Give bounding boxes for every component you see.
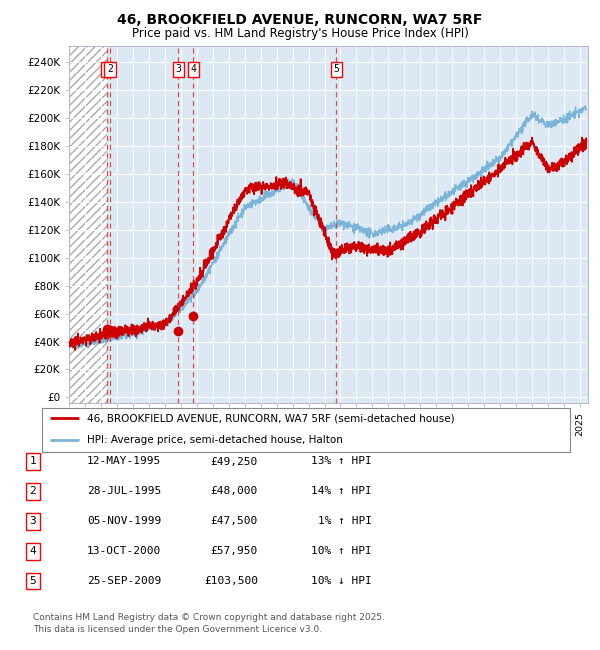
Text: 25-SEP-2009: 25-SEP-2009 [87, 576, 161, 586]
Text: £57,950: £57,950 [211, 546, 258, 556]
Text: Contains HM Land Registry data © Crown copyright and database right 2025.: Contains HM Land Registry data © Crown c… [33, 613, 385, 622]
Text: 4: 4 [190, 64, 196, 74]
Text: £49,250: £49,250 [211, 456, 258, 467]
Text: 5: 5 [333, 64, 339, 74]
Text: HPI: Average price, semi-detached house, Halton: HPI: Average price, semi-detached house,… [87, 436, 343, 445]
Text: 10% ↓ HPI: 10% ↓ HPI [311, 576, 372, 586]
Text: 14% ↑ HPI: 14% ↑ HPI [311, 486, 372, 497]
Text: 1% ↑ HPI: 1% ↑ HPI [318, 516, 372, 526]
Text: 1: 1 [29, 456, 37, 467]
Text: 10% ↑ HPI: 10% ↑ HPI [311, 546, 372, 556]
Text: 05-NOV-1999: 05-NOV-1999 [87, 516, 161, 526]
Text: 3: 3 [29, 516, 37, 526]
Text: 2: 2 [107, 64, 113, 74]
Text: 13-OCT-2000: 13-OCT-2000 [87, 546, 161, 556]
Text: Price paid vs. HM Land Registry's House Price Index (HPI): Price paid vs. HM Land Registry's House … [131, 27, 469, 40]
Text: 28-JUL-1995: 28-JUL-1995 [87, 486, 161, 497]
Text: 46, BROOKFIELD AVENUE, RUNCORN, WA7 5RF: 46, BROOKFIELD AVENUE, RUNCORN, WA7 5RF [118, 13, 482, 27]
Text: £103,500: £103,500 [204, 576, 258, 586]
Text: £47,500: £47,500 [211, 516, 258, 526]
Text: This data is licensed under the Open Government Licence v3.0.: This data is licensed under the Open Gov… [33, 625, 322, 634]
Text: 4: 4 [29, 546, 37, 556]
Text: 2: 2 [29, 486, 37, 497]
Text: 3: 3 [175, 64, 181, 74]
Text: £48,000: £48,000 [211, 486, 258, 497]
Bar [69, 46, 107, 403]
Text: 46, BROOKFIELD AVENUE, RUNCORN, WA7 5RF (semi-detached house): 46, BROOKFIELD AVENUE, RUNCORN, WA7 5RF … [87, 413, 455, 423]
Text: 5: 5 [29, 576, 37, 586]
Text: 1: 1 [104, 64, 110, 74]
Text: 13% ↑ HPI: 13% ↑ HPI [311, 456, 372, 467]
Text: 12-MAY-1995: 12-MAY-1995 [87, 456, 161, 467]
